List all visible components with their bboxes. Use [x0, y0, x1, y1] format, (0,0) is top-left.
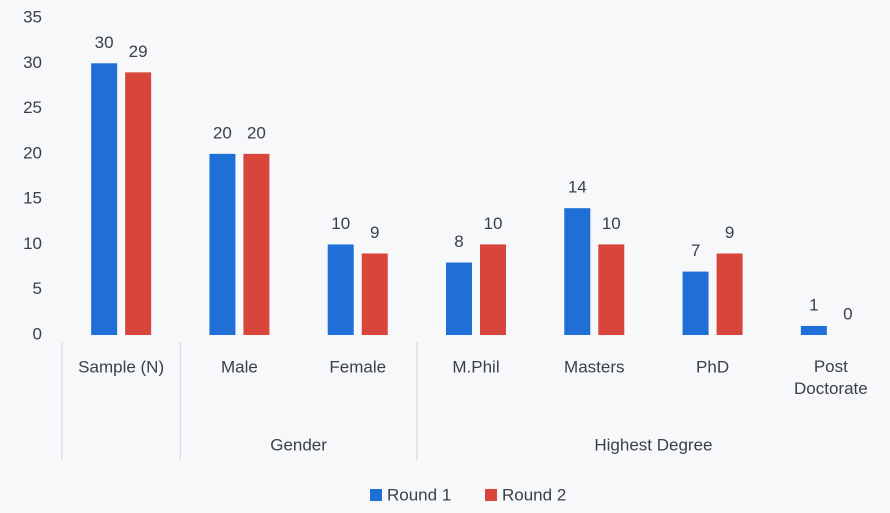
bar — [243, 153, 270, 335]
legend-label: Round 2 — [502, 485, 566, 504]
value-label: 0 — [843, 304, 852, 323]
y-tick-label: 0 — [33, 324, 42, 343]
x-tick-label: M.Phil — [452, 357, 499, 376]
bar — [564, 208, 591, 335]
value-label: 9 — [725, 223, 734, 242]
bar — [480, 244, 506, 335]
x-tick-label: PhD — [696, 357, 729, 376]
bar — [682, 271, 709, 335]
x-tick-label: Masters — [564, 357, 624, 376]
x-tick-label: Male — [221, 357, 258, 376]
y-tick-label: 30 — [23, 53, 42, 72]
value-label: 14 — [568, 178, 587, 197]
legend-swatch — [370, 489, 382, 501]
value-label: 10 — [484, 214, 503, 233]
y-tick-label: 20 — [23, 143, 42, 162]
legend-swatch — [485, 489, 497, 501]
bar — [209, 153, 236, 335]
y-tick-label: 25 — [23, 98, 42, 117]
y-tick-label: 35 — [23, 7, 42, 26]
group-label: Highest Degree — [594, 435, 712, 454]
bar — [327, 244, 354, 335]
legend-label: Round 1 — [387, 485, 451, 504]
group-label: Gender — [270, 435, 327, 454]
value-label: 7 — [691, 241, 700, 260]
bar — [800, 325, 827, 335]
x-tick-label: Female — [329, 357, 386, 376]
value-label: 10 — [602, 214, 621, 233]
value-label: 1 — [809, 295, 818, 314]
value-label: 20 — [247, 123, 266, 142]
bar — [91, 63, 118, 336]
value-label: 29 — [129, 42, 148, 61]
value-label: 10 — [331, 214, 350, 233]
x-tick-label: Post Doctorate — [794, 357, 868, 398]
y-tick-label: 15 — [23, 189, 42, 208]
bar — [598, 244, 625, 335]
value-label: 9 — [370, 223, 379, 242]
value-label: 20 — [213, 123, 232, 142]
bar — [446, 262, 472, 335]
x-tick-label: Sample (N) — [78, 357, 164, 376]
value-label: 30 — [95, 33, 114, 52]
value-label: 8 — [454, 232, 463, 251]
bar — [361, 253, 388, 335]
bar — [716, 253, 743, 335]
y-tick-label: 5 — [33, 279, 42, 298]
y-tick-label: 10 — [23, 234, 42, 253]
bar — [125, 72, 152, 335]
